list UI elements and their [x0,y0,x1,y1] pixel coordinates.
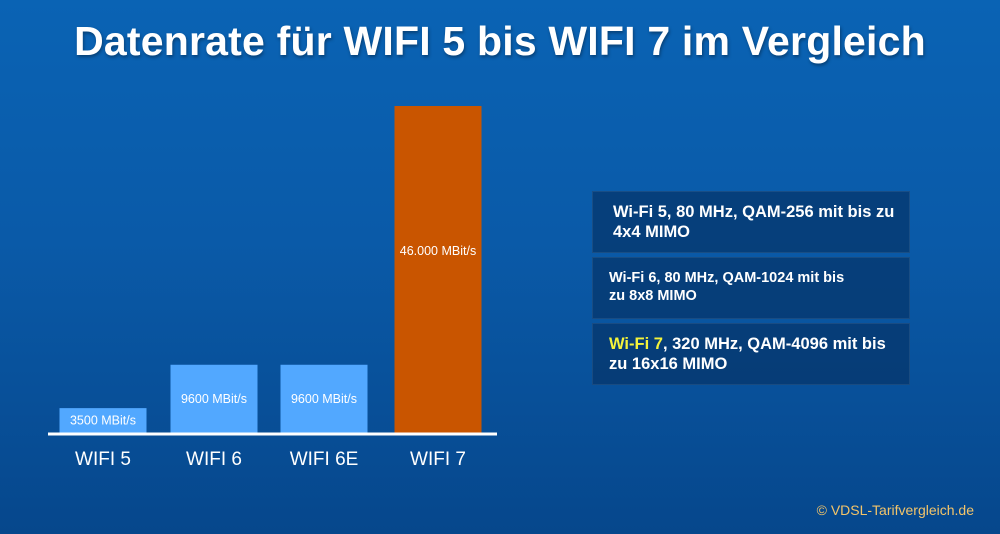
spec-text-wifi7: , 320 MHz, QAM-4096 mit bis zu 16x16 MIM… [609,334,886,373]
spec-box-wifi6: Wi-Fi 6, 80 MHz, QAM-1024 mit bis zu 8x8… [592,257,910,319]
bars-group [59,106,482,433]
bar-value-label: 3500 MBit/s [70,414,136,428]
spec-box-wifi5: Wi-Fi 5, 80 MHz, QAM-256 mit bis zu 4x4 … [592,191,910,253]
copyright-notice: © VDSL-Tarifvergleich.de [816,502,974,518]
bar-wifi-7 [394,106,482,433]
labels-group: 3500 MBit/s WIFI 5 9600 MBit/s WIFI 6 9600 M… [70,244,476,470]
bar-wifi-6 [170,364,258,433]
spec-box-wifi7: Wi-Fi 7, 320 MHz, QAM-4096 mit bis zu 16… [592,323,910,385]
category-label: WIFI 6 [186,449,242,470]
page-title: Datenrate für WIFI 5 bis WIFI 7 im Vergl… [74,18,926,64]
category-label: WIFI 7 [410,449,466,470]
spec-highlight-wifi7: Wi-Fi 7 [609,334,663,353]
bar-wifi-6e [280,364,368,433]
spec-text-wifi5: Wi-Fi 5, 80 MHz, QAM-256 mit bis zu 4x4 … [613,202,895,241]
category-label: WIFI 6E [290,449,359,470]
bar-value-label: 46.000 MBit/s [400,244,476,258]
spec-text-wifi7-wrapper: Wi-Fi 7, 320 MHz, QAM-4096 mit bis zu 16… [609,334,901,374]
bar-value-label: 9600 MBit/s [291,392,357,406]
category-label: WIFI 5 [75,449,131,470]
bar-wifi-5 [59,408,147,433]
spec-text-wifi6: Wi-Fi 6, 80 MHz, QAM-1024 mit bis zu 8x8… [609,270,845,304]
bar-value-label: 9600 MBit/s [181,392,247,406]
